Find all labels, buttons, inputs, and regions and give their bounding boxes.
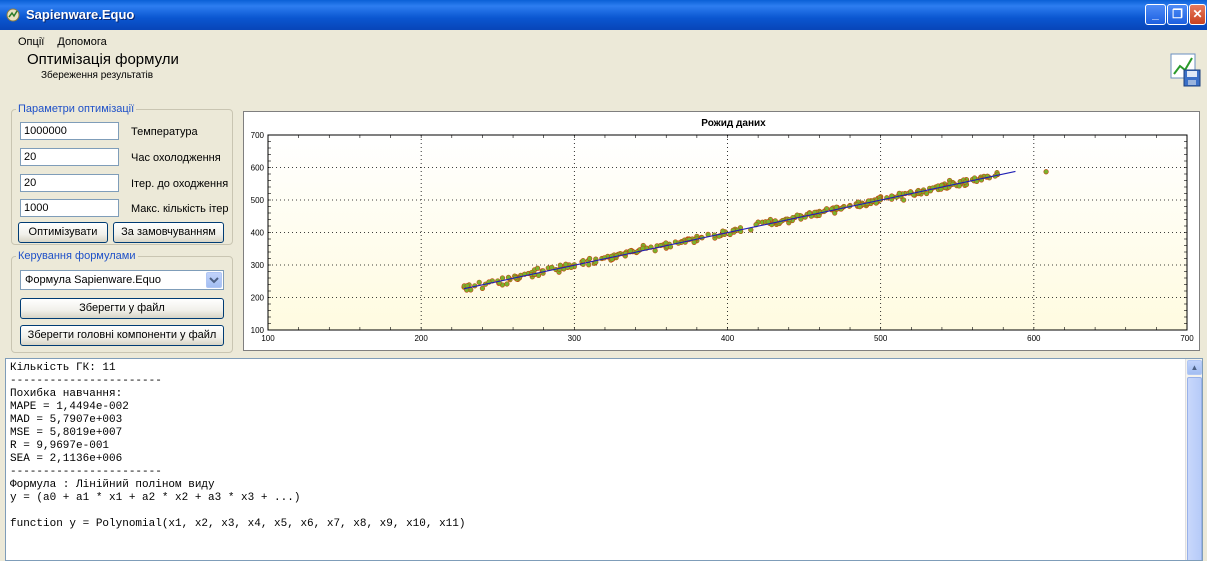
y-tick-label: 200 <box>251 294 265 303</box>
data-point <box>504 281 510 287</box>
app-icon <box>6 8 20 22</box>
data-point <box>587 255 593 262</box>
data-point <box>652 248 658 254</box>
y-tick-label: 700 <box>251 131 265 140</box>
data-point <box>563 261 569 267</box>
cooling-time-label: Час охолодження <box>131 152 221 164</box>
optimization-params-group: Параметри оптимізації <box>11 103 233 245</box>
y-tick-label: 400 <box>251 229 265 238</box>
save-components-button[interactable]: Зберегти головні компоненти у файл <box>20 325 224 346</box>
y-tick-label: 500 <box>251 196 265 205</box>
data-point <box>580 258 586 264</box>
y-tick-label: 100 <box>251 326 265 335</box>
data-point <box>476 279 482 285</box>
window-title: Sapienware.Equo <box>26 7 135 22</box>
data-point <box>720 228 726 234</box>
output-line: Кількість ГК: 11 <box>10 362 116 374</box>
data-point <box>691 239 697 246</box>
optimization-params-legend: Параметри оптимізації <box>18 103 135 115</box>
chevron-down-icon[interactable] <box>206 272 222 288</box>
iterations-to-cooling-field[interactable]: 20 <box>20 174 119 192</box>
chart-title: Рожид даних <box>701 118 766 129</box>
chart-panel: Рожид даних 100 200 300 400 500 600 700 100 200 30… <box>243 111 1200 351</box>
minimize-button[interactable]: _ <box>1145 4 1166 25</box>
data-point <box>896 190 902 196</box>
output-line: Формула : Лінійний поліном виду <box>10 479 215 491</box>
x-tick-label: 100 <box>261 334 275 343</box>
y-tick-label: 600 <box>251 164 265 173</box>
data-point <box>1043 169 1049 175</box>
output-line: ----------------------- <box>10 375 162 387</box>
save-to-file-button[interactable]: Зберегти у файл <box>20 298 224 319</box>
formula-select-value: Формула Sapienware.Equo <box>25 274 161 286</box>
maximize-button[interactable]: ❐ <box>1167 4 1188 25</box>
chart-save-icon <box>1170 53 1201 87</box>
output-line: SEA = 2,1136e+006 <box>10 453 123 465</box>
output-line: y = (a0 + a1 * x1 + a2 * x2 + a3 * x3 + … <box>10 492 301 504</box>
page-title: Оптимізація формули <box>27 51 179 68</box>
formula-management-group: Керування формулами <box>11 250 233 353</box>
data-point <box>549 264 555 270</box>
x-tick-label: 600 <box>1027 334 1041 343</box>
x-tick-label: 700 <box>1180 334 1194 343</box>
data-point <box>479 285 486 291</box>
optimize-button[interactable]: Оптимізувати <box>18 222 108 243</box>
x-tick-label: 400 <box>721 334 735 343</box>
iterations-to-cooling-label: Ітер. до оходження <box>131 178 229 190</box>
data-point <box>627 248 633 254</box>
data-point <box>956 183 962 189</box>
x-tick-label: 300 <box>568 334 582 343</box>
y-tick-label: 300 <box>251 261 265 270</box>
menu-options[interactable]: Опції <box>18 36 45 48</box>
fit-line <box>463 170 1016 290</box>
scroll-up-icon[interactable]: ▲ <box>1187 360 1202 375</box>
output-line: MSE = 5,8019e+007 <box>10 427 123 439</box>
formula-management-legend: Керування формулами <box>18 250 136 262</box>
formula-select[interactable]: Формула Sapienware.Equo <box>20 270 224 290</box>
output-line: MAD = 5,7907e+003 <box>10 414 123 426</box>
close-button[interactable]: ✕ <box>1189 4 1206 25</box>
cooling-time-field[interactable]: 20 <box>20 148 119 166</box>
data-point <box>499 275 506 281</box>
output-line: ----------------------- <box>10 466 162 478</box>
output-line: R = 9,9697e-001 <box>10 440 110 452</box>
x-tick-label: 500 <box>874 334 888 343</box>
data-point <box>557 262 563 268</box>
x-tick-label: 200 <box>414 334 428 343</box>
output-line <box>10 505 1198 518</box>
results-output[interactable]: Кількість ГК: 11 ----------------------- П… <box>5 358 1203 561</box>
menu-help[interactable]: Допомога <box>57 36 107 48</box>
scroll-thumb[interactable] <box>1187 377 1202 560</box>
vertical-scrollbar[interactable]: ▲ <box>1185 359 1202 560</box>
output-line: Похибка навчання: <box>10 388 123 400</box>
max-iterations-field[interactable]: 1000 <box>20 199 119 217</box>
temperature-label: Температура <box>131 126 198 138</box>
title-bar: Sapienware.Equo _ ❐ ✕ <box>0 0 1207 30</box>
menu-bar: Опції Допомога <box>18 36 117 50</box>
data-point <box>534 265 541 271</box>
max-iterations-label: Макс. кількість ітер <box>131 203 229 215</box>
temperature-field[interactable]: 1000000 <box>20 122 119 140</box>
default-button[interactable]: За замовчуванням <box>113 222 224 243</box>
data-point <box>901 197 907 203</box>
scatter-chart: Рожид даних 100 200 300 400 500 600 700 100 200 30… <box>251 118 1195 343</box>
data-point <box>586 262 592 268</box>
output-line: MAPE = 1,4494e-002 <box>10 401 129 413</box>
results-text: Кількість ГК: 11 ----------------------- П… <box>6 359 1202 534</box>
data-point <box>794 212 800 218</box>
output-line: function y = Polynomial(x1, x2, x3, x4, … <box>10 518 466 530</box>
page-subtitle: Збереження результатів <box>41 70 154 81</box>
